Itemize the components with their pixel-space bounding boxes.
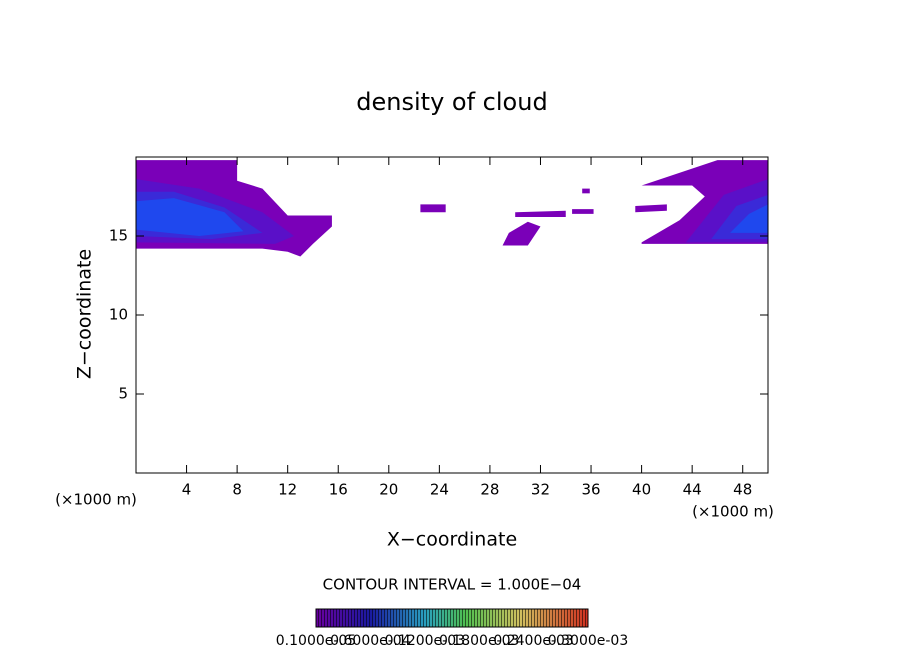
cloud-region	[635, 204, 667, 213]
chart-title: density of cloud	[356, 88, 547, 116]
x-tick-label: 20	[379, 481, 398, 499]
x-tick-label: 36	[581, 481, 600, 499]
x-tick-label: 44	[683, 481, 702, 499]
colorbar-label: 0.2400e-03	[493, 633, 573, 649]
y-tick-label: 10	[109, 306, 128, 324]
x-tick-label: 48	[733, 481, 752, 499]
x-unit: (×1000 m)	[55, 491, 137, 509]
x-unit: (×1000 m)	[692, 503, 774, 521]
x-tick-label: 16	[329, 481, 348, 499]
colorbar-label: 0.1800e-03	[439, 633, 519, 649]
colorbar-label: 0.1200e-03	[385, 633, 465, 649]
x-tick-label: 32	[531, 481, 550, 499]
x-tick-label: 40	[632, 481, 651, 499]
cloud-region	[515, 210, 566, 218]
cloud-region	[730, 204, 768, 233]
y-axis-label: Z−coordinate	[74, 249, 96, 379]
y-tick-label: 5	[118, 385, 128, 403]
cloud-region	[420, 204, 446, 213]
x-tick-label: 4	[182, 481, 192, 499]
x-tick-label: 8	[232, 481, 242, 499]
contour-note: CONTOUR INTERVAL = 1.000E−04	[323, 576, 582, 594]
x-tick-label: 28	[480, 481, 499, 499]
x-tick-label: 24	[430, 481, 449, 499]
cloud-region	[502, 221, 541, 246]
colorbar-label: 0.6000e-04	[330, 633, 411, 649]
colorbar-lines	[316, 609, 588, 627]
cloud-region	[582, 188, 590, 194]
x-axis-label: X−coordinate	[387, 529, 517, 551]
cloud-region	[572, 209, 594, 214]
colorbar-label: 0.1000e-05	[276, 633, 356, 649]
x-tick-label: 12	[278, 481, 297, 499]
cloud-region	[136, 198, 244, 236]
colorbar-label: 0.3000e-03	[548, 633, 628, 649]
y-tick-label: 15	[109, 227, 128, 245]
